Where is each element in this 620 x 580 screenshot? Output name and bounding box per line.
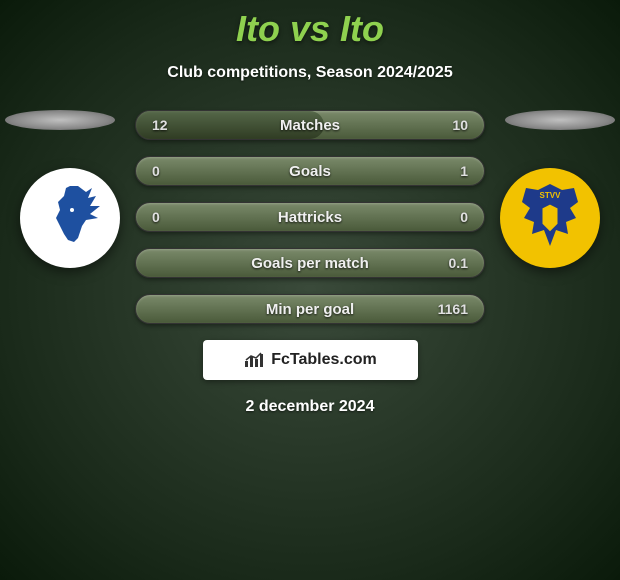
team-crest-left <box>20 168 120 268</box>
native-head-icon <box>30 178 110 258</box>
double-eagle-shield-icon: STVV <box>514 178 586 258</box>
stat-label: Min per goal <box>266 301 354 318</box>
team-crest-right: STVV <box>500 168 600 268</box>
stat-left-value: 0 <box>152 209 192 225</box>
stat-row: 12 Matches 10 <box>135 110 485 140</box>
stat-row: Min per goal 1161 <box>135 294 485 324</box>
stat-right-value: 0.1 <box>428 255 468 271</box>
brand-text: FcTables.com <box>271 351 377 369</box>
pedestal-right <box>505 110 615 130</box>
brand-badge[interactable]: FcTables.com <box>203 340 418 380</box>
stat-label: Hattricks <box>278 209 342 226</box>
stat-left-value: 12 <box>152 117 192 133</box>
stat-row: 0 Hattricks 0 <box>135 202 485 232</box>
stat-right-value: 1161 <box>428 301 468 317</box>
stat-label: Matches <box>280 117 340 134</box>
stat-right-value: 0 <box>428 209 468 225</box>
page-subtitle: Club competitions, Season 2024/2025 <box>0 64 620 82</box>
stat-row: 0 Goals 1 <box>135 156 485 186</box>
chart-icon <box>243 351 265 369</box>
svg-text:STVV: STVV <box>540 191 562 200</box>
stat-row: Goals per match 0.1 <box>135 248 485 278</box>
stat-label: Goals per match <box>251 255 369 272</box>
stat-right-value: 1 <box>428 163 468 179</box>
comparison-panel: STVV 12 Matches 10 0 Goals 1 0 Hattricks… <box>0 110 620 416</box>
footer-date: 2 december 2024 <box>0 398 620 416</box>
stat-left-value: 0 <box>152 163 192 179</box>
page-title: Ito vs Ito <box>0 0 620 50</box>
stat-right-value: 10 <box>428 117 468 133</box>
stats-container: 12 Matches 10 0 Goals 1 0 Hattricks 0 Go… <box>135 110 485 324</box>
stat-label: Goals <box>289 163 331 180</box>
pedestal-left <box>5 110 115 130</box>
